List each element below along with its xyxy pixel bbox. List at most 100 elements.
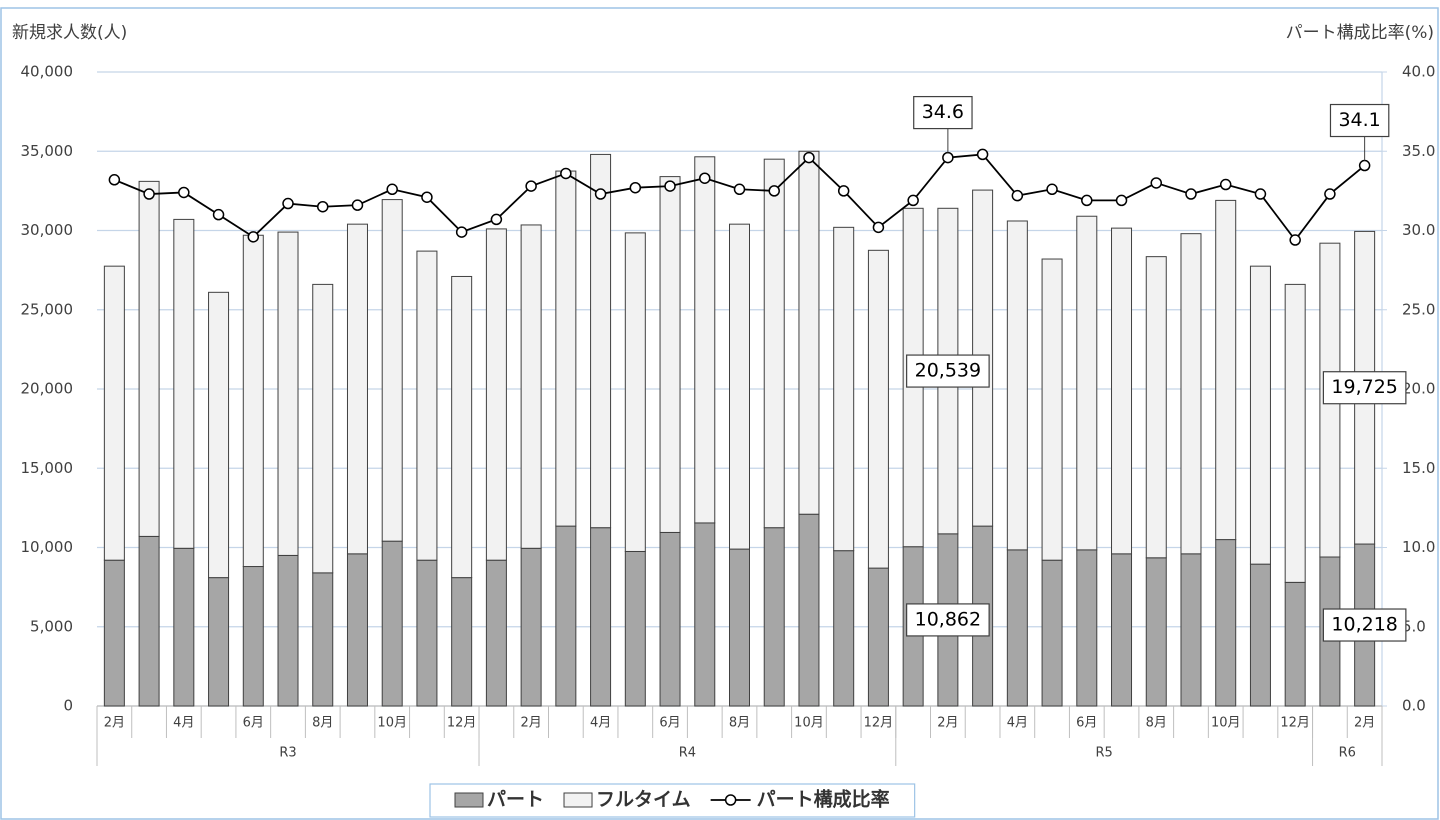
ratio-marker: [1324, 188, 1336, 200]
bar-segment: [798, 150, 820, 515]
bar-segment: [833, 550, 855, 707]
y2-axis-title: パート構成比率(%): [1286, 23, 1434, 43]
bar-segment: [1249, 563, 1271, 707]
bar-segment: [763, 527, 785, 707]
ratio-marker: [1254, 188, 1267, 200]
ratio-marker: [108, 174, 121, 186]
bar-segment: [103, 559, 125, 707]
ratio-marker: [699, 172, 711, 184]
y-tick-label: 35,000: [21, 142, 74, 160]
bar-segment: [1284, 283, 1306, 583]
bar-segment: [798, 513, 820, 707]
bar-segment: [1111, 227, 1133, 555]
bar-segment: [242, 566, 264, 707]
ratio-marker: [143, 188, 155, 200]
bar-segment: [1006, 220, 1028, 551]
y-tick-label: 30,000: [21, 221, 74, 239]
x-tick-label: 12月: [864, 716, 894, 731]
data-label-box: [913, 95, 973, 130]
bar-segment: [381, 199, 403, 542]
ratio-marker: [1011, 189, 1024, 202]
bar-segment: [867, 567, 889, 707]
bar-segment: [277, 231, 299, 556]
bar-segment: [416, 250, 438, 561]
ratio-marker: [247, 231, 260, 243]
y-tick-label: 25,000: [21, 300, 74, 318]
ratio-marker: [803, 151, 815, 164]
bar-segment: [1006, 549, 1028, 707]
ratio-marker: [976, 148, 989, 161]
y-tick-label: 40,000: [21, 63, 74, 81]
x-tick-label: 10月: [794, 716, 824, 731]
bar-segment: [103, 265, 125, 561]
ratio-marker: [1115, 194, 1128, 207]
y2-tick-label: 40.0: [1402, 63, 1435, 81]
ratio-marker: [1219, 178, 1232, 191]
y-axis-title: 新規求人数(人): [12, 23, 127, 43]
data-label: 20,539: [915, 360, 981, 382]
data-label-box: [1329, 103, 1390, 138]
x-group-label: R3: [279, 746, 296, 761]
ratio-marker: [525, 180, 537, 192]
legend-label: パート構成比率: [757, 788, 890, 811]
chart-frame: [0, 7, 1439, 820]
x-tick-label: 2月: [104, 716, 125, 731]
ratio-marker: [560, 167, 572, 180]
bar-segment: [138, 180, 160, 537]
ratio-marker: [768, 185, 780, 197]
bar-segment: [451, 577, 473, 707]
x-tick-label: 10月: [377, 716, 407, 731]
x-tick-label: 2月: [937, 716, 958, 731]
x-tick-label: 2月: [1354, 716, 1375, 731]
x-tick-label: 8月: [312, 716, 333, 731]
ratio-marker: [178, 186, 190, 199]
x-tick-label: 4月: [590, 716, 611, 731]
bar-segment: [173, 547, 195, 707]
bar-segment: [520, 224, 542, 549]
bar-segment: [659, 176, 681, 533]
data-label: 10,218: [1331, 614, 1397, 636]
y2-tick-label: 15.0: [1402, 459, 1435, 477]
legend-swatch: [563, 792, 593, 808]
data-label-box: [1322, 371, 1407, 405]
ratio-marker: [316, 200, 329, 213]
y2-tick-label: 10.0: [1402, 538, 1435, 556]
bar-segment: [173, 218, 195, 549]
ratio-marker: [837, 185, 850, 197]
bar-segment: [624, 232, 646, 552]
y-tick-label: 20,000: [21, 380, 74, 398]
bar-segment: [277, 554, 299, 707]
y2-tick-label: 0.0: [1402, 697, 1426, 715]
ratio-marker: [872, 221, 885, 234]
bar-segment: [1076, 549, 1098, 707]
x-tick-label: 6月: [1076, 716, 1097, 731]
x-tick-label: 8月: [1146, 716, 1167, 731]
x-tick-label: 2月: [520, 716, 541, 731]
ratio-marker: [594, 188, 607, 200]
bar-segment: [555, 170, 577, 527]
ratio-marker: [1081, 194, 1093, 207]
bar-segment: [1180, 233, 1202, 555]
bar-segment: [833, 226, 855, 552]
ratio-marker: [1150, 177, 1163, 189]
data-label: 34.6: [922, 101, 964, 123]
y2-tick-label: 5.0: [1402, 617, 1426, 635]
legend-label: フルタイム: [596, 789, 691, 811]
bar-segment: [1284, 581, 1306, 707]
bar-segment: [694, 522, 716, 707]
ratio-marker: [212, 208, 225, 221]
bar-segment: [416, 559, 438, 707]
legend-marker: [724, 794, 737, 806]
bar-segment: [346, 553, 368, 707]
ratio-marker: [1358, 159, 1371, 172]
ratio-marker: [629, 181, 642, 194]
bar-segment: [1145, 256, 1167, 559]
x-tick-label: 12月: [1280, 716, 1310, 731]
y2-tick-label: 25.0: [1402, 300, 1435, 318]
ratio-marker: [490, 213, 503, 226]
bar-segment: [138, 535, 160, 707]
bar-segment: [312, 283, 334, 574]
ratio-marker: [386, 183, 398, 196]
bar-segment: [208, 291, 230, 579]
